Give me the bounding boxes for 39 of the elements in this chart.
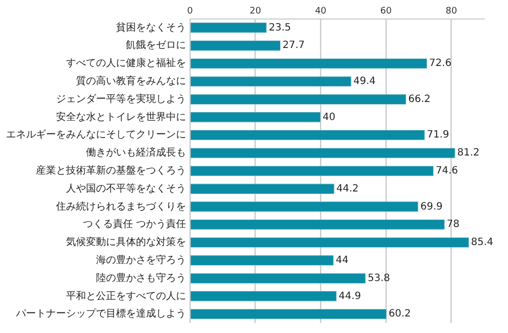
data-label: 60.2 bbox=[388, 308, 411, 320]
data-label: 44.9 bbox=[338, 290, 361, 302]
x-tick-label: 80 bbox=[446, 6, 458, 17]
y-tick-label: 陸の豊かさも守ろう bbox=[96, 272, 186, 284]
data-label: 40 bbox=[322, 112, 336, 123]
data-label: 27.7 bbox=[282, 40, 305, 52]
y-tick-label: 産業と技術革新の基盤をつくろう bbox=[36, 164, 186, 176]
data-label: 74.6 bbox=[436, 165, 458, 176]
data-label: 66.2 bbox=[408, 94, 431, 105]
y-tick-label: 平和と公正をすべての人に bbox=[66, 290, 186, 302]
y-tick-label: 気候変動に具体的な対策を bbox=[66, 236, 186, 248]
data-label: 44.2 bbox=[336, 183, 359, 194]
y-tick-label: エネルギーをみんなにそしてクリーンに bbox=[6, 128, 186, 141]
data-label: 72.6 bbox=[429, 58, 452, 70]
y-tick-label: つくる責任 つかう責任 bbox=[82, 218, 186, 230]
y-tick-label: 人や国の不平等をなくそう bbox=[66, 182, 186, 194]
x-tick-label: 40 bbox=[314, 6, 327, 17]
y-tick-label: パートナーシップで目標を達成しよう bbox=[15, 308, 186, 320]
y-tick-label: 質の高い教育をみんなに bbox=[76, 75, 186, 88]
y-tick-label: 海の豊かさを守ろう bbox=[96, 254, 186, 266]
x-tick-label: 20 bbox=[250, 6, 262, 17]
data-label: 85.4 bbox=[470, 237, 494, 248]
y-tick-label: すべての人に健康と福祉を bbox=[66, 57, 186, 70]
x-tick-label: 60 bbox=[380, 6, 392, 17]
y-tick-label: 貧困をなくそう bbox=[116, 21, 186, 34]
y-tick-label: 安全な水とトイレを世界中に bbox=[56, 110, 186, 123]
y-tick-label: ジェンダー平等を実現しよう bbox=[56, 92, 186, 105]
y-tick-label: 飢餓をゼロに bbox=[126, 39, 186, 52]
data-label: 23.5 bbox=[268, 22, 292, 34]
data-label: 44 bbox=[336, 254, 348, 266]
y-tick-label: 住み続けられるまちづくりを bbox=[56, 200, 186, 212]
data-label: 69.9 bbox=[420, 201, 443, 212]
data-label: 71.9 bbox=[426, 130, 450, 141]
x-tick-label: 0 bbox=[187, 6, 194, 17]
data-label: 81.2 bbox=[457, 148, 480, 159]
data-label: 78 bbox=[446, 219, 460, 230]
data-label: 49.4 bbox=[353, 76, 376, 88]
data-label: 53.8 bbox=[368, 272, 390, 284]
y-tick-label: 働きがいも経済成長も bbox=[86, 146, 186, 159]
